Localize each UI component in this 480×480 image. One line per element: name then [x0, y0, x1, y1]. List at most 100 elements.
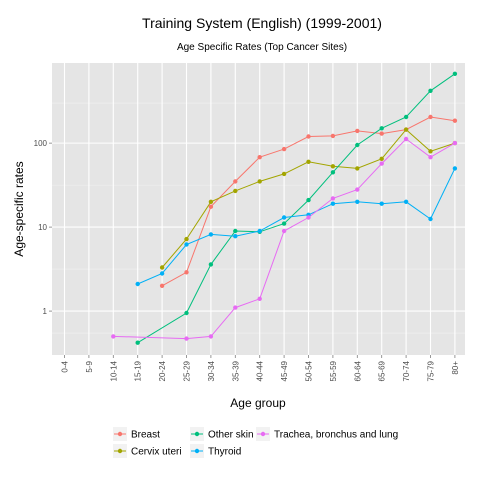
data-point [330, 196, 336, 201]
data-point [159, 265, 165, 270]
data-point [428, 88, 433, 94]
legend-marker [194, 448, 200, 454]
data-point [208, 232, 214, 237]
chart-title: Training System (English) (1999-2001) [142, 15, 382, 31]
legend-marker [260, 431, 266, 437]
data-point [184, 236, 189, 242]
x-tick-label: 40-44 [256, 360, 265, 381]
data-point [184, 242, 189, 247]
data-point [306, 215, 311, 220]
data-point [428, 155, 433, 160]
data-point [306, 134, 311, 139]
x-tick-label: 80+ [451, 361, 460, 375]
data-point [233, 228, 238, 234]
data-point [403, 114, 409, 120]
data-point [355, 187, 360, 192]
data-point [306, 197, 311, 203]
data-point [208, 204, 214, 209]
legend-marker [117, 431, 123, 437]
legend-item: Trachea, bronchus and lung [256, 427, 398, 441]
data-point [159, 271, 165, 276]
data-point [452, 140, 458, 146]
y-tick-label: 100 [34, 139, 48, 148]
minor-gridlines [52, 102, 465, 334]
data-point [159, 283, 165, 288]
data-point [233, 234, 238, 239]
x-tick-label: 75-79 [427, 360, 436, 381]
data-point [233, 179, 238, 184]
y-tick-label: 10 [38, 223, 47, 232]
x-tick-label: 20-24 [158, 360, 167, 381]
legend: Breast Cervix uteri Other skin Thyroid Trach… [113, 427, 398, 458]
data-point [184, 310, 189, 316]
data-point [281, 171, 287, 177]
data-point [355, 199, 360, 204]
data-point [184, 336, 189, 341]
legend-item: Breast [113, 427, 160, 441]
x-tick-label: 30-34 [207, 360, 216, 381]
data-point [281, 146, 287, 152]
chart-subtitle: Age Specific Rates (Top Cancer Sites) [177, 42, 347, 53]
legend-label: Trachea, bronchus and lung [274, 430, 398, 441]
data-point [306, 159, 311, 164]
legend-label: Thyroid [208, 447, 241, 458]
data-point [111, 334, 116, 339]
legend-label: Cervix uteri [131, 447, 182, 458]
data-point [428, 149, 433, 154]
data-point [233, 188, 238, 194]
plot-panel [52, 63, 465, 355]
data-point [330, 164, 336, 169]
data-point [135, 340, 140, 345]
data-point [281, 215, 287, 220]
data-point [281, 228, 287, 234]
data-point [233, 305, 238, 310]
data-point [257, 155, 262, 160]
data-point [452, 166, 458, 171]
data-point [330, 170, 336, 175]
legend-item: Other skin [190, 427, 254, 441]
data-point [355, 142, 360, 148]
series-line [137, 168, 456, 285]
data-point [379, 126, 384, 131]
y-axis-ticks: 1 10 100 [34, 139, 52, 316]
x-tick-label: 25-29 [183, 360, 192, 381]
data-point [208, 334, 214, 339]
legend-marker [194, 431, 200, 437]
data-point [135, 281, 140, 287]
data-point [184, 270, 189, 275]
data-point [281, 221, 287, 226]
legend-label: Breast [131, 430, 160, 441]
legend-marker [117, 448, 123, 454]
x-tick-label: 55-59 [329, 360, 338, 381]
x-tick-label: 60-64 [353, 360, 362, 381]
data-point [428, 216, 433, 222]
data-point [355, 166, 360, 171]
data-point [257, 296, 262, 301]
x-tick-label: 50-54 [305, 360, 314, 381]
data-point [257, 179, 262, 184]
data-point [355, 128, 360, 134]
data-point [452, 71, 458, 77]
x-tick-label: 65-69 [378, 360, 387, 381]
major-gridlines [52, 63, 465, 355]
x-tick-label: 5-9 [85, 360, 94, 372]
x-axis-ticks: 0-4 5-9 10-14 15-19 20-24 25-29 30-34 35-39 40-4… [61, 355, 460, 381]
y-tick-label: 1 [43, 307, 48, 316]
legend-label: Other skin [208, 430, 254, 441]
x-tick-label: 70-74 [402, 360, 411, 381]
x-tick-label: 35-39 [231, 360, 240, 381]
data-point [403, 136, 409, 142]
data-point [330, 133, 336, 139]
data-point [208, 262, 214, 267]
data-point [257, 228, 262, 234]
x-tick-label: 15-19 [134, 360, 143, 381]
data-point [403, 127, 409, 132]
data-point [379, 156, 384, 161]
data-point [379, 161, 384, 166]
data-point [452, 118, 458, 123]
data-point [379, 131, 384, 136]
legend-item: Thyroid [190, 444, 241, 458]
data-point [208, 199, 214, 204]
y-axis-title: Age-specific rates [12, 161, 26, 256]
